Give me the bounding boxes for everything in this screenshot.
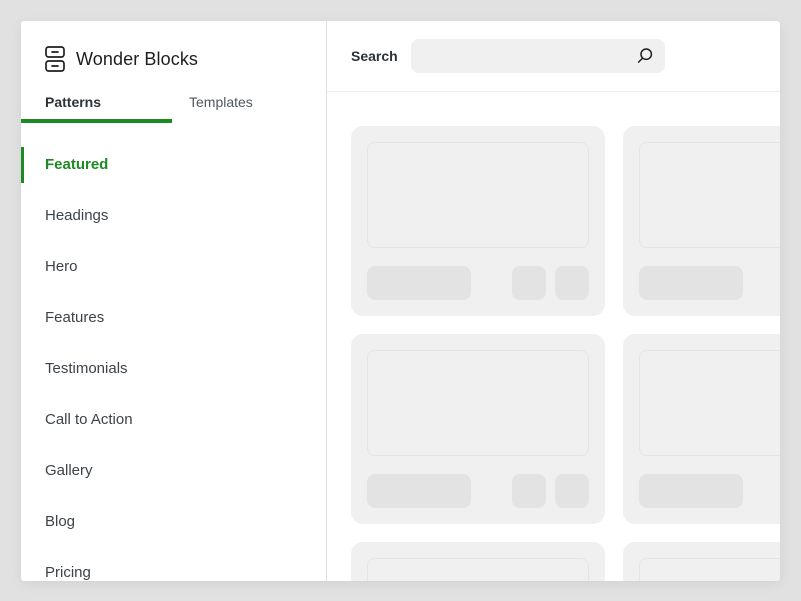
skeleton-label-bar <box>367 266 471 300</box>
sidebar-item-hero[interactable]: Hero <box>45 258 78 275</box>
skeleton-label-bar <box>639 474 743 508</box>
tab-patterns[interactable]: Patterns <box>45 94 102 110</box>
skeleton-preview-area <box>367 558 589 581</box>
skeleton-button-square <box>512 266 546 300</box>
sidebar-item-pricing[interactable]: Pricing <box>45 564 91 581</box>
sidebar-item-blog[interactable]: Blog <box>45 513 76 530</box>
sidebar-item-headings[interactable]: Headings <box>45 207 109 224</box>
sidebar-item-features[interactable]: Features <box>45 309 105 326</box>
skeleton-preview-area <box>367 142 589 248</box>
sidebar-item-gallery[interactable]: Gallery <box>45 462 93 479</box>
tab-templates[interactable]: Templates <box>189 94 253 110</box>
active-tab-indicator <box>21 119 172 123</box>
skeleton-actions-row <box>367 474 589 508</box>
sidebar-item-call-to-action[interactable]: Call to Action <box>45 411 133 428</box>
pattern-skeleton-card <box>351 126 605 316</box>
sidebar: Wonder Blocks Patterns Templates Feature… <box>21 21 327 581</box>
category-list: Featured Headings Hero Features Testimon… <box>21 147 326 581</box>
skeleton-preview-area <box>639 350 780 456</box>
skeleton-button-square <box>555 474 589 508</box>
skeleton-preview-area <box>367 350 589 456</box>
pattern-skeleton-card <box>351 542 605 581</box>
skeleton-actions-row <box>639 474 780 508</box>
wonder-blocks-modal: Wonder Blocks Patterns Templates Feature… <box>21 21 780 581</box>
pattern-skeleton-card <box>623 542 780 581</box>
search-box <box>410 39 665 73</box>
skeleton-button-square <box>555 266 589 300</box>
pattern-skeleton-card <box>351 334 605 524</box>
skeleton-actions-row <box>367 266 589 300</box>
skeleton-actions-row <box>639 266 780 300</box>
search-label: Search <box>351 48 398 64</box>
skeleton-preview-area <box>639 558 780 581</box>
brand: Wonder Blocks <box>21 21 326 72</box>
sidebar-item-featured[interactable]: Featured <box>21 147 326 183</box>
search-row: Search <box>327 21 780 92</box>
skeleton-preview-area <box>639 142 780 248</box>
sidebar-item-testimonials[interactable]: Testimonials <box>45 360 128 377</box>
main-panel: Search <box>327 21 780 581</box>
pattern-skeleton-card <box>623 334 780 524</box>
patterns-grid <box>327 92 780 581</box>
skeleton-label-bar <box>367 474 471 508</box>
skeleton-button-square <box>512 474 546 508</box>
search-input[interactable] <box>410 39 665 73</box>
skeleton-label-bar <box>639 266 743 300</box>
pattern-skeleton-card <box>623 126 780 316</box>
tab-bar: Patterns Templates <box>21 94 326 123</box>
wonder-blocks-logo-icon <box>45 46 65 72</box>
app-title: Wonder Blocks <box>76 48 199 69</box>
